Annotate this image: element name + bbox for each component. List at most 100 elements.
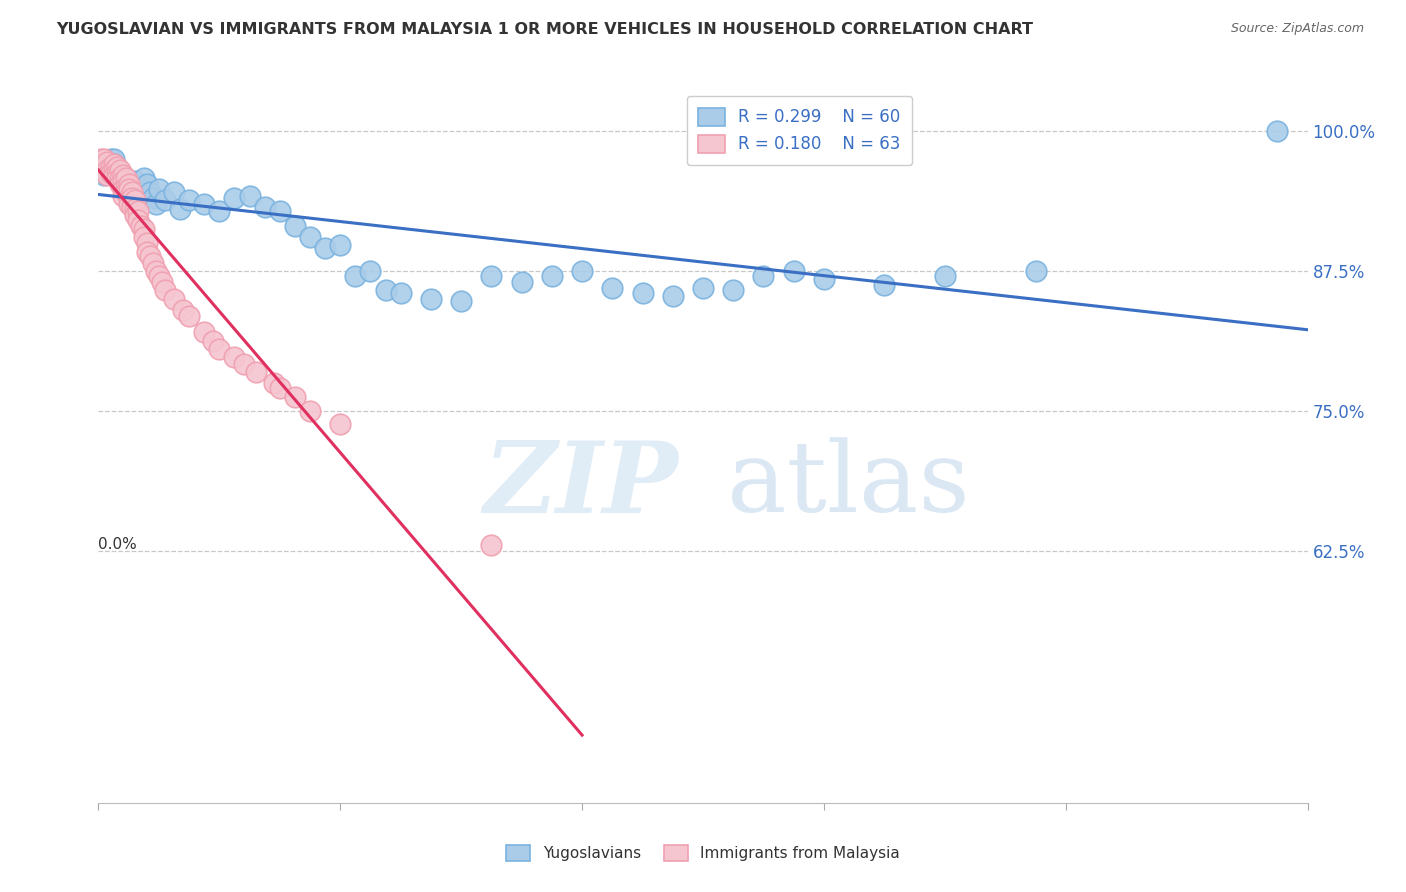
Point [153, 193, 176, 207]
Point [93, 160, 115, 174]
Point [153, 283, 176, 297]
Point [752, 269, 775, 284]
Point [111, 174, 134, 188]
Point [239, 188, 262, 202]
Point [148, 182, 170, 196]
Point [284, 390, 307, 404]
Point [118, 191, 141, 205]
Point [145, 196, 167, 211]
Point [450, 293, 472, 308]
Point [692, 280, 714, 294]
Point [132, 170, 155, 185]
Text: 0.0%: 0.0% [98, 537, 138, 552]
Point [202, 334, 225, 349]
Point [127, 204, 149, 219]
Point [208, 204, 231, 219]
Point [314, 241, 336, 255]
Point [245, 365, 267, 379]
Point [121, 182, 143, 196]
Point [163, 292, 186, 306]
Point [124, 202, 146, 216]
Point [105, 160, 128, 174]
Point [481, 538, 503, 552]
Point [105, 160, 128, 174]
Point [299, 403, 322, 417]
Point [631, 286, 654, 301]
Point [96, 162, 118, 177]
Point [139, 186, 162, 200]
Point [90, 157, 112, 171]
Text: ZIP: ZIP [484, 437, 679, 533]
Point [253, 200, 276, 214]
Point [114, 186, 136, 200]
Text: YUGOSLAVIAN VS IMMIGRANTS FROM MALAYSIA 1 OR MORE VEHICLES IN HOUSEHOLD CORRELAT: YUGOSLAVIAN VS IMMIGRANTS FROM MALAYSIA … [56, 22, 1033, 37]
Point [142, 256, 165, 270]
Point [193, 326, 215, 340]
Point [108, 162, 131, 177]
Point [263, 376, 285, 390]
Point [108, 178, 131, 192]
Point [93, 169, 115, 183]
Point [142, 191, 165, 205]
Point [93, 152, 115, 166]
Point [129, 191, 152, 205]
Point [602, 280, 624, 294]
Point [510, 275, 533, 289]
Point [118, 196, 141, 211]
Point [139, 249, 162, 263]
Text: Source: ZipAtlas.com: Source: ZipAtlas.com [1230, 22, 1364, 36]
Point [105, 169, 128, 183]
Point [96, 162, 118, 177]
Point [232, 357, 254, 371]
Point [105, 170, 128, 185]
Point [172, 302, 194, 317]
Point [111, 170, 134, 185]
Point [121, 186, 143, 200]
Point [118, 178, 141, 192]
Point [723, 283, 745, 297]
Point [129, 219, 152, 233]
Point [127, 213, 149, 227]
Point [571, 263, 593, 277]
Point [329, 238, 352, 252]
Point [374, 283, 396, 297]
Point [103, 169, 125, 183]
Point [118, 178, 141, 192]
Point [208, 342, 231, 356]
Point [269, 204, 291, 219]
Point [145, 263, 167, 277]
Point [96, 155, 118, 169]
Point [135, 235, 157, 250]
Point [481, 269, 503, 284]
Text: atlas: atlas [727, 437, 970, 533]
Point [813, 271, 835, 285]
Point [105, 166, 128, 180]
Point [103, 157, 125, 171]
Point [114, 179, 136, 194]
Point [121, 191, 143, 205]
Point [132, 230, 155, 244]
Point [121, 200, 143, 214]
Point [90, 152, 112, 166]
Point [96, 169, 118, 183]
Point [111, 182, 134, 196]
Point [127, 186, 149, 200]
Point [108, 170, 131, 185]
Point [329, 417, 352, 432]
Point [90, 157, 112, 171]
Point [420, 292, 443, 306]
Point [100, 160, 122, 174]
Point [135, 178, 157, 192]
Point [389, 286, 412, 301]
Point [124, 174, 146, 188]
Point [124, 208, 146, 222]
Point [132, 222, 155, 236]
Point [111, 169, 134, 183]
Point [100, 166, 122, 180]
Point [108, 166, 131, 180]
Point [1024, 263, 1046, 277]
Point [111, 188, 134, 202]
Point [135, 244, 157, 259]
Point [118, 182, 141, 196]
Point [100, 152, 122, 166]
